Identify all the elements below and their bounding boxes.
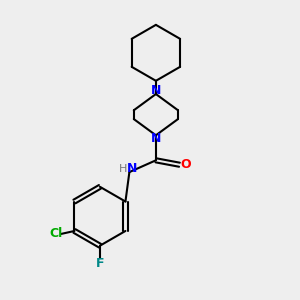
Text: F: F <box>96 257 104 270</box>
Text: N: N <box>151 132 161 145</box>
Text: Cl: Cl <box>49 227 62 240</box>
Text: N: N <box>127 162 137 175</box>
Text: N: N <box>151 84 161 97</box>
Text: O: O <box>181 158 191 171</box>
Text: H: H <box>119 164 127 173</box>
